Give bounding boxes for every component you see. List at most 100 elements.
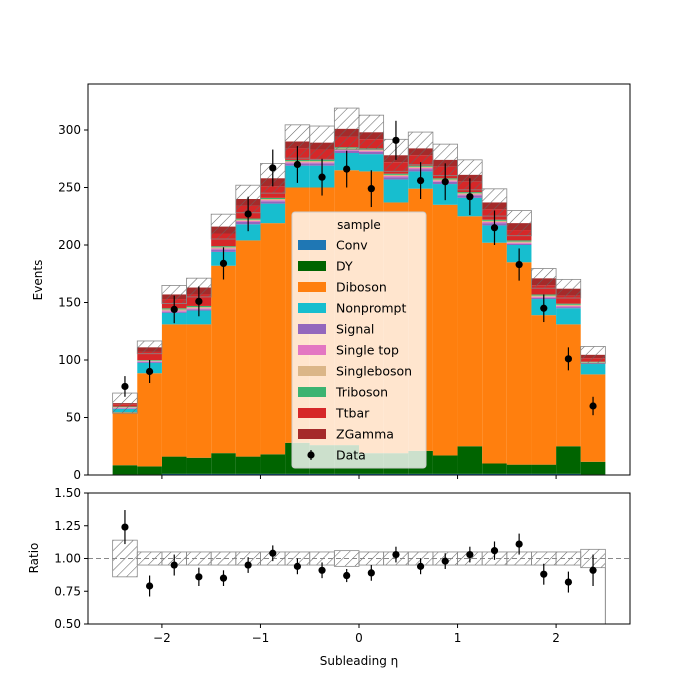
y-tick-label: 300 bbox=[58, 123, 81, 137]
bar-singleboson bbox=[260, 199, 286, 201]
bar-single-top bbox=[260, 200, 286, 202]
bar-conv bbox=[383, 473, 409, 475]
ratio-point bbox=[121, 523, 129, 531]
legend-marker-data bbox=[307, 451, 315, 459]
data-point bbox=[367, 185, 375, 193]
bar-single-top bbox=[359, 150, 384, 152]
legend-swatch bbox=[298, 429, 326, 439]
data-point bbox=[564, 355, 573, 363]
bar-diboson bbox=[457, 216, 483, 447]
uncertainty-band bbox=[481, 188, 508, 217]
bar-diboson bbox=[432, 204, 458, 456]
bar-dy bbox=[112, 465, 138, 475]
data-point bbox=[589, 402, 597, 410]
data-point bbox=[466, 193, 474, 201]
ratio-point bbox=[466, 550, 474, 559]
legend-title: sample bbox=[337, 218, 381, 232]
uncertainty-band bbox=[407, 131, 434, 166]
bar-conv bbox=[260, 473, 286, 475]
legend-swatch bbox=[298, 366, 326, 376]
data-point bbox=[441, 178, 449, 186]
bar-diboson bbox=[531, 315, 557, 465]
ratio-y-tick-label: 1.00 bbox=[54, 552, 81, 566]
bar-nonprompt bbox=[556, 308, 581, 325]
bar-signal bbox=[260, 201, 286, 204]
bar-singleboson bbox=[359, 149, 384, 151]
data-point bbox=[170, 305, 178, 313]
x-tick-label: −2 bbox=[153, 631, 171, 645]
bar-conv bbox=[211, 473, 236, 475]
bar-triboson bbox=[383, 173, 409, 175]
bar-dy bbox=[432, 455, 458, 474]
data-point bbox=[293, 160, 302, 169]
bar-diboson bbox=[186, 324, 212, 458]
ratio-point bbox=[515, 540, 523, 548]
bar-dy bbox=[235, 456, 261, 474]
bar-diboson bbox=[211, 265, 236, 454]
data-point bbox=[145, 367, 154, 376]
legend-swatch bbox=[298, 261, 326, 271]
bar-diboson bbox=[556, 324, 581, 447]
uncertainty-band bbox=[358, 114, 385, 150]
ratio-uncertainty-band bbox=[186, 551, 212, 566]
bar-conv bbox=[531, 473, 557, 475]
ratio-point bbox=[343, 571, 351, 580]
data-point bbox=[490, 224, 499, 232]
bar-conv bbox=[506, 473, 532, 475]
uncertainty-band bbox=[210, 213, 237, 240]
bar-diboson bbox=[137, 373, 162, 467]
bar-dy bbox=[186, 457, 212, 474]
data-point bbox=[244, 210, 252, 218]
bar-singleboson bbox=[383, 174, 409, 176]
legend-label: Single top bbox=[336, 343, 399, 358]
ratio-point bbox=[416, 562, 425, 570]
legend-swatch bbox=[298, 408, 326, 418]
bar-ttbar bbox=[531, 285, 557, 295]
uncertainty-band bbox=[333, 107, 360, 151]
y-tick-label: 250 bbox=[58, 181, 81, 195]
ratio-point bbox=[244, 561, 252, 569]
bar-signal bbox=[383, 177, 409, 180]
x-tick-label: 0 bbox=[355, 631, 363, 645]
ratio-point bbox=[564, 578, 573, 586]
legend-label: Nonprompt bbox=[336, 301, 406, 316]
bar-conv bbox=[186, 473, 212, 475]
bar-conv bbox=[235, 473, 261, 475]
ratio-point bbox=[318, 566, 326, 574]
bar-dy bbox=[211, 453, 236, 474]
legend-swatch bbox=[298, 240, 326, 250]
bar-diboson bbox=[112, 412, 138, 466]
ratio-point bbox=[540, 570, 548, 578]
bar-signal bbox=[556, 307, 581, 309]
bar-conv bbox=[556, 473, 581, 475]
bar-single-top bbox=[506, 242, 532, 244]
bar-triboson bbox=[556, 303, 581, 305]
data-point bbox=[416, 177, 425, 185]
bar-conv bbox=[408, 473, 433, 475]
x-tick-label: 1 bbox=[454, 631, 462, 645]
y-tick-label: 50 bbox=[66, 411, 81, 425]
bar-dy bbox=[260, 454, 286, 474]
bar-nonprompt bbox=[186, 310, 212, 325]
ratio-y-tick-label: 0.50 bbox=[54, 617, 81, 631]
ratio-point bbox=[490, 547, 499, 555]
bar-conv bbox=[457, 473, 483, 475]
data-point bbox=[121, 382, 129, 391]
bar-conv bbox=[432, 473, 458, 475]
data-point bbox=[219, 259, 228, 267]
uncertainty-band bbox=[580, 346, 606, 364]
data-point bbox=[195, 297, 203, 305]
bar-diboson bbox=[580, 374, 606, 462]
legend-label: Triboson bbox=[335, 385, 388, 400]
y-tick-label: 100 bbox=[58, 353, 81, 367]
ratio-point bbox=[170, 561, 178, 569]
bar-single-top bbox=[334, 149, 359, 151]
bar-dy bbox=[482, 463, 507, 474]
legend-swatch bbox=[298, 282, 326, 292]
uncertainty-band bbox=[531, 268, 557, 289]
bar-nonprompt bbox=[580, 364, 606, 375]
bar-dy bbox=[531, 464, 557, 474]
ratio-point bbox=[589, 566, 597, 574]
legend-label: Signal bbox=[336, 322, 374, 337]
